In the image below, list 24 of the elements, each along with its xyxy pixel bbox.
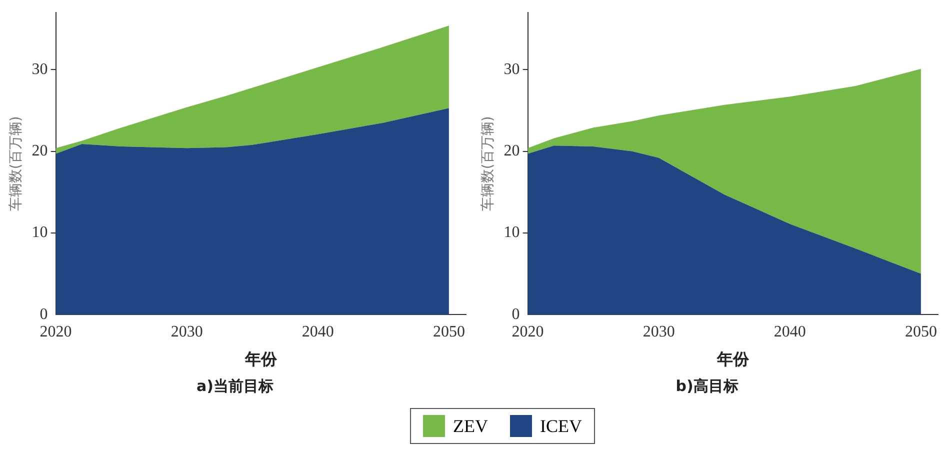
- x-tick-label: 2020: [512, 323, 544, 340]
- x-tick-label: 2030: [642, 323, 675, 340]
- y-tick-label: 10: [32, 224, 48, 242]
- y-axis-title: 车辆数(百万辆): [480, 116, 496, 212]
- y-tick-label: 0: [512, 306, 520, 323]
- x-tick-label: 2020: [40, 323, 72, 340]
- y-tick-label: 30: [32, 60, 48, 78]
- x-tick-label: 2030: [170, 323, 203, 340]
- x-tick-label: 2050: [904, 323, 937, 340]
- legend-label: ICEV: [540, 416, 582, 436]
- y-tick-label: 20: [504, 142, 520, 160]
- legend-label: ZEV: [453, 416, 488, 436]
- y-tick-label: 20: [32, 142, 48, 160]
- y-tick-label: 0: [40, 306, 48, 323]
- text: a)当前目标: [196, 376, 274, 395]
- y-tick-label: 10: [504, 224, 520, 242]
- x-tick-label: 2040: [302, 323, 334, 340]
- x-axis-title: 年份: [244, 350, 278, 369]
- y-axis-title: 车辆数(百万辆): [8, 116, 24, 212]
- x-tick-label: 2040: [774, 323, 806, 340]
- y-tick-label: 30: [504, 60, 520, 78]
- x-tick-label: 2050: [432, 323, 465, 340]
- text: b)高目标: [676, 376, 738, 395]
- x-axis-title: 年份: [716, 350, 750, 369]
